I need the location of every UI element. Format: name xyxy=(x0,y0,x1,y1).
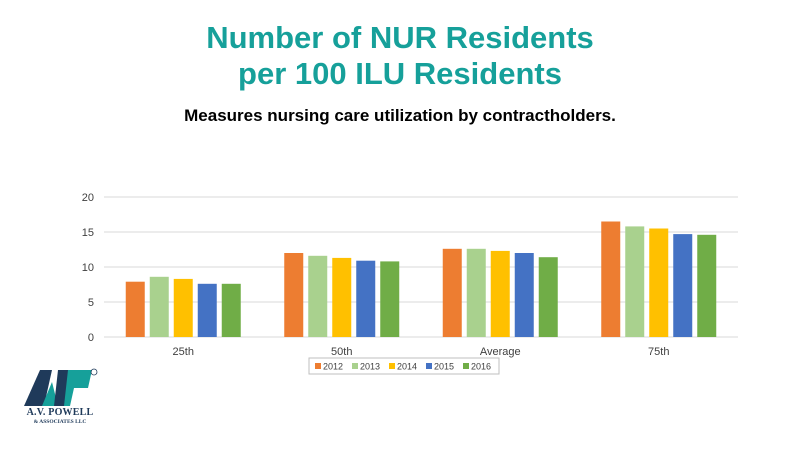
chart-subtitle: Measures nursing care utilization by con… xyxy=(184,106,616,125)
logo-mark-icon xyxy=(24,368,98,406)
bar-2016-average xyxy=(538,257,558,337)
bar-2016-75th xyxy=(697,234,717,337)
bar-2012-75th xyxy=(601,221,621,337)
legend-swatch-2016 xyxy=(463,363,469,369)
company-logo: A.V. POWELL & ASSOCIATES LLC xyxy=(22,366,98,432)
y-tick-label: 20 xyxy=(82,192,94,204)
bar-2015-25th xyxy=(197,283,217,337)
title-line-1: Number of NUR Residents xyxy=(206,20,594,55)
x-tick-label: 25th xyxy=(173,346,194,358)
bar-2016-25th xyxy=(221,283,241,337)
bar-2014-average xyxy=(490,250,510,337)
bar-2015-average xyxy=(514,253,534,337)
bar-2014-50th xyxy=(332,257,352,337)
legend-swatch-2015 xyxy=(426,363,432,369)
bar-2015-75th xyxy=(673,234,693,337)
title-line-2: per 100 ILU Residents xyxy=(238,56,562,91)
x-tick-label: 75th xyxy=(648,346,669,358)
legend-swatch-2013 xyxy=(352,363,358,369)
bar-2012-average xyxy=(442,248,462,337)
bar-2013-25th xyxy=(149,276,169,337)
legend-label-2015: 2015 xyxy=(434,362,454,372)
y-tick-label: 0 xyxy=(88,332,94,344)
chart-title: Number of NUR Residents per 100 ILU Resi… xyxy=(0,20,800,92)
legend-swatch-2014 xyxy=(389,363,395,369)
bar-2015-50th xyxy=(356,260,376,337)
legend-label-2012: 2012 xyxy=(323,362,343,372)
bar-2016-50th xyxy=(380,261,400,337)
bar-2013-75th xyxy=(625,226,645,337)
x-tick-label: 50th xyxy=(331,346,352,358)
x-tick-label: Average xyxy=(480,346,521,358)
y-tick-label: 15 xyxy=(82,227,94,239)
bar-2014-25th xyxy=(173,278,193,337)
bar-2012-50th xyxy=(284,253,304,337)
legend-box xyxy=(308,357,500,375)
legend-label-2016: 2016 xyxy=(471,362,491,372)
legend-swatch-2012 xyxy=(315,363,321,369)
bar-2012-25th xyxy=(125,281,145,337)
y-tick-label: 5 xyxy=(88,297,94,309)
bar-2013-average xyxy=(466,248,486,337)
y-tick-label: 10 xyxy=(82,262,94,274)
bar-2014-75th xyxy=(649,228,669,337)
logo-name: A.V. POWELL xyxy=(26,407,94,418)
logo-subname: & ASSOCIATES LLC xyxy=(33,419,87,425)
legend-label-2013: 2013 xyxy=(360,362,380,372)
legend-label-2014: 2014 xyxy=(397,362,417,372)
bar-2013-50th xyxy=(308,255,328,337)
